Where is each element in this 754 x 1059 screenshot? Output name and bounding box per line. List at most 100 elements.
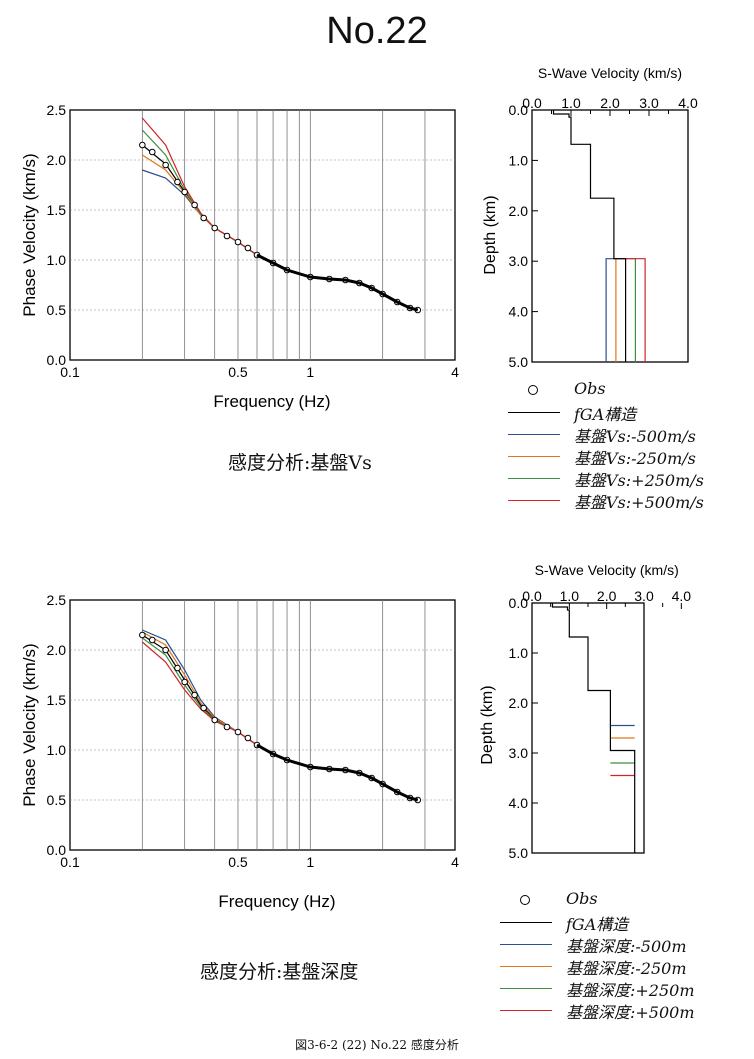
x-tick-label: 0.1 <box>60 364 80 380</box>
profile-x-tick-label: 2.0 <box>600 95 620 111</box>
x-tick-label: 4 <box>451 364 459 380</box>
line-swatch-icon <box>500 1010 552 1011</box>
obs-point <box>200 704 207 712</box>
y-tick-label: 1.0 <box>47 742 67 758</box>
obs-point <box>162 161 169 169</box>
profile-y-tick-label: 3.0 <box>509 253 529 269</box>
obs-point <box>139 141 146 149</box>
obs-marker-icon <box>520 895 530 905</box>
profile-line-plus500 <box>613 258 646 362</box>
line-swatch-icon <box>500 988 552 989</box>
profile-x-tick-label: 1.0 <box>561 95 581 111</box>
page-title: No.22 <box>326 10 428 52</box>
line-swatch-icon <box>508 478 560 479</box>
profile-y-tick-label: 4.0 <box>509 795 529 811</box>
panel-2-subtitle: 感度分析:基盤深度 <box>200 961 359 983</box>
obs-point <box>223 232 231 240</box>
y-axis-label: Phase Velocity (km/s) <box>20 643 39 806</box>
obs-point <box>211 716 218 724</box>
profile-title: S-Wave Velocity (km/s) <box>538 65 682 81</box>
obs-dense-line <box>256 743 419 802</box>
profile-y-tick-label: 2.0 <box>509 203 529 219</box>
profile-x-tick-label: 2.0 <box>597 588 617 604</box>
profile-y-tick-label: 5.0 <box>509 354 529 370</box>
profile-y-tick-label: 0.0 <box>509 102 529 118</box>
line-swatch-icon <box>508 434 560 435</box>
x-tick-label: 0.5 <box>228 854 248 870</box>
y-tick-label: 2.0 <box>47 642 67 658</box>
obs-point <box>148 636 156 644</box>
line-swatch-icon <box>500 966 552 967</box>
profile-x-tick-label: 3.0 <box>634 588 654 604</box>
y-tick-label: 0.0 <box>47 842 67 858</box>
line-swatch-icon <box>500 944 552 945</box>
series-line-fga <box>141 144 419 311</box>
y-tick-label: 2.5 <box>47 592 67 608</box>
profile-x-tick-label: 4.0 <box>672 588 692 604</box>
y-tick-label: 1.0 <box>47 252 67 268</box>
y-tick-label: 2.5 <box>47 102 67 118</box>
y-tick-label: 1.5 <box>47 692 67 708</box>
y-tick-label: 0.5 <box>47 792 67 808</box>
profile-line-minus250 <box>613 258 617 362</box>
obs-dense-line <box>256 253 419 312</box>
obs-point <box>162 646 169 654</box>
profile-line-fga <box>552 110 627 362</box>
plot-frame <box>69 599 456 851</box>
profile-y-tick-label: 4.0 <box>509 304 529 320</box>
x-tick-label: 1 <box>306 854 314 870</box>
series-line-fga <box>141 634 419 801</box>
x-tick-label: 0.1 <box>60 854 80 870</box>
profile-x-tick-label: 1.0 <box>560 588 580 604</box>
series-line-plus500 <box>141 117 419 311</box>
obs-point <box>200 214 207 222</box>
obs-point <box>244 734 252 742</box>
obs-point <box>181 188 188 196</box>
obs-point <box>174 178 181 186</box>
plot-frame <box>69 109 456 361</box>
y-tick-label: 0.5 <box>47 302 67 318</box>
x-tick-label: 0.5 <box>228 364 248 380</box>
series-line-minus250 <box>142 631 419 801</box>
y-axis-label: Phase Velocity (km/s) <box>20 153 39 316</box>
obs-marker-icon <box>528 385 538 395</box>
profile-line-plus250 <box>613 258 637 362</box>
obs-point <box>223 723 231 731</box>
profile-line-fga <box>551 603 636 853</box>
y-tick-label: 2.0 <box>47 152 67 168</box>
figure-caption: 図3-6-2 (22) No.22 感度分析 <box>295 1038 459 1052</box>
obs-point <box>234 728 242 736</box>
y-tick-label: 0.0 <box>47 352 67 368</box>
line-swatch-icon <box>508 500 560 501</box>
profile-line-minus500 <box>605 258 614 362</box>
obs-point <box>234 238 242 246</box>
obs-point <box>174 664 181 672</box>
profile-y-tick-label: 2.0 <box>509 695 529 711</box>
profile-x-tick-label: 3.0 <box>639 95 659 111</box>
x-axis-label: Frequency (Hz) <box>218 892 335 911</box>
profile-y-axis-label: Depth (km) <box>479 685 496 764</box>
obs-point <box>211 224 218 232</box>
profile-title: S-Wave Velocity (km/s) <box>535 562 679 578</box>
line-swatch-icon <box>500 922 552 923</box>
profile-y-tick-label: 0.0 <box>509 595 529 611</box>
obs-point <box>148 148 156 156</box>
series-line-minus500 <box>142 629 419 801</box>
profile-y-tick-label: 3.0 <box>509 745 529 761</box>
line-swatch-icon <box>508 456 560 457</box>
series-line-plus250 <box>141 129 419 311</box>
panel-1-subtitle: 感度分析:基盤Vs <box>228 452 372 474</box>
profile-y-tick-label: 1.0 <box>509 152 529 168</box>
profile-y-tick-label: 1.0 <box>509 645 529 661</box>
line-swatch-icon <box>508 412 560 413</box>
x-axis-label: Frequency (Hz) <box>213 392 330 411</box>
obs-point <box>181 678 188 686</box>
profile-x-tick-label: 0.0 <box>522 95 542 111</box>
profile-y-axis-label: Depth (km) <box>482 195 499 274</box>
x-tick-label: 4 <box>451 854 459 870</box>
series-line-plus250 <box>141 637 419 801</box>
profile-x-tick-label: 0.0 <box>522 588 542 604</box>
series-line-plus500 <box>141 641 419 801</box>
y-tick-label: 1.5 <box>47 202 67 218</box>
